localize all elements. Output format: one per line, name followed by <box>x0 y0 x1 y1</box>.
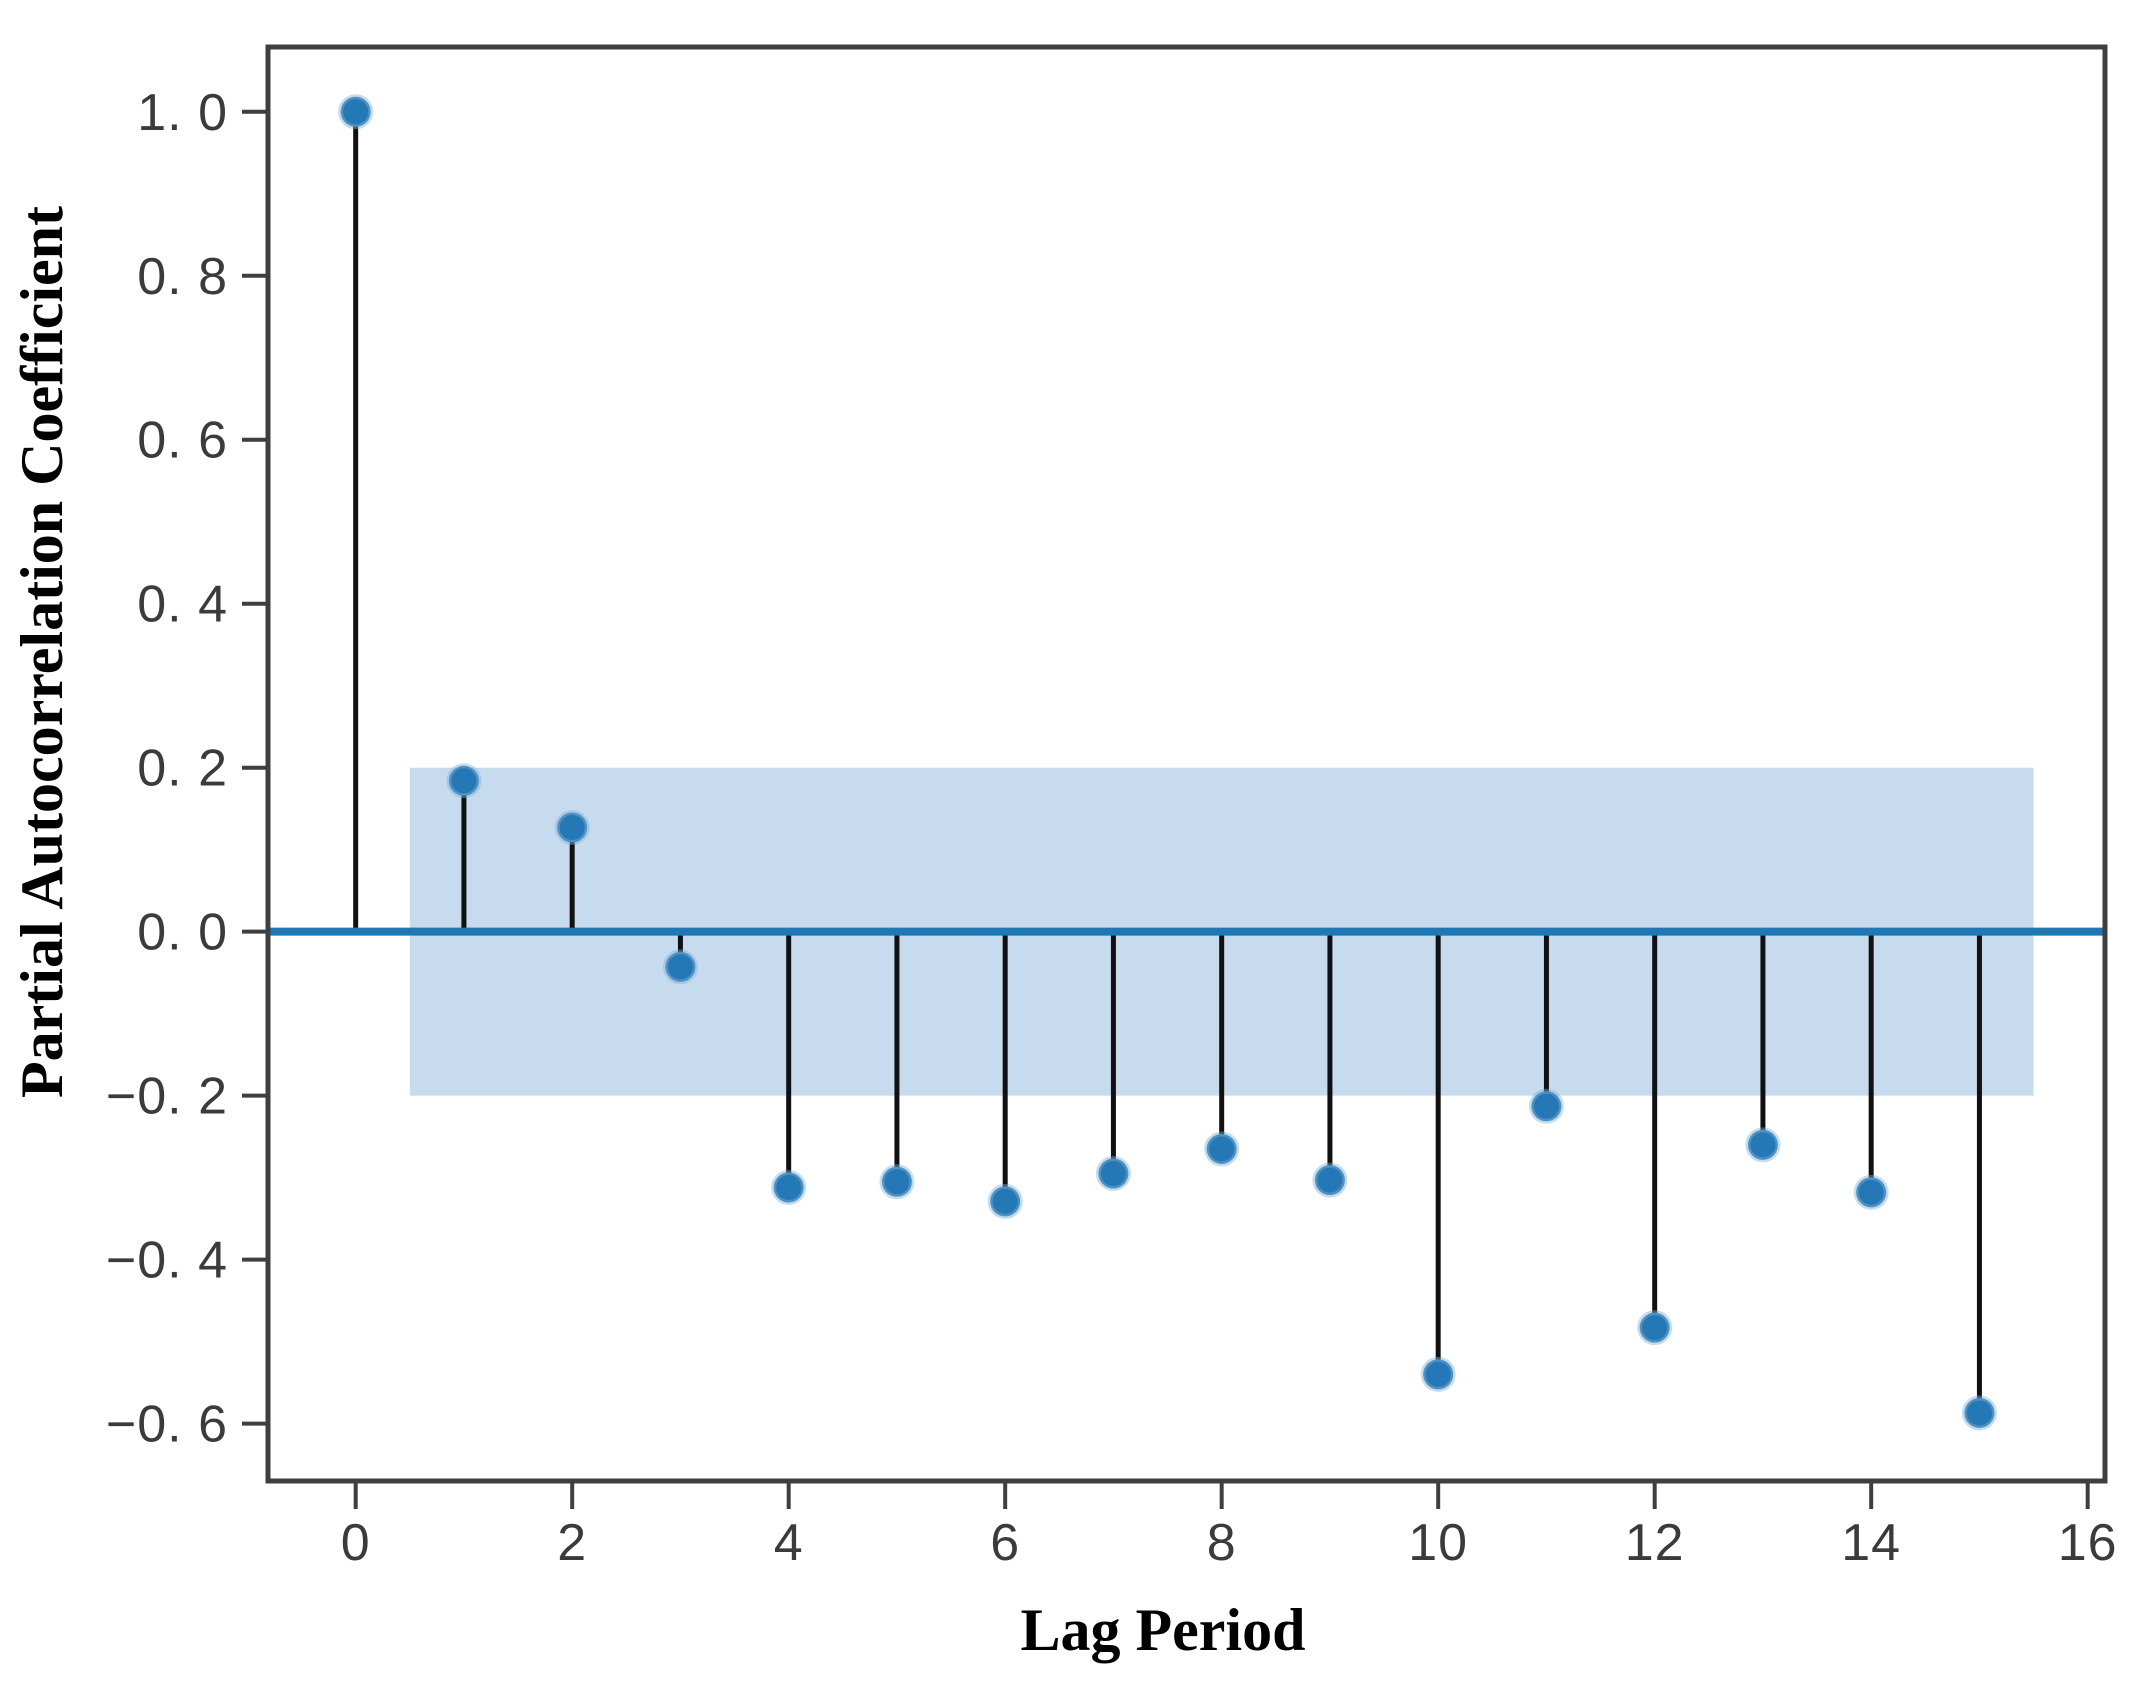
data-point-lag-0 <box>338 94 374 130</box>
data-point-lag-11 <box>1528 1088 1564 1124</box>
chart-plot-area: 0 2 4 6 8 10 12 14 16 1. 0 0. 8 0. 6 0. 4 0. 2 0. 0 −0.… <box>106 44 2118 1572</box>
data-point-lag-7 <box>1095 1156 1131 1192</box>
x-tick-label: 6 <box>990 1514 1020 1572</box>
data-point-lag-1 <box>446 763 482 799</box>
plot-border <box>265 44 2108 1484</box>
data-point-lag-12 <box>1637 1310 1673 1346</box>
data-point-lag-5 <box>879 1164 915 1200</box>
x-tick-label: 16 <box>2058 1514 2118 1572</box>
data-point-lag-2 <box>554 810 590 846</box>
y-tick-label: 0. 8 <box>137 248 228 306</box>
data-point-lag-4 <box>771 1169 807 1205</box>
x-tick-label: 0 <box>341 1514 371 1572</box>
x-tick-label: 8 <box>1207 1514 1237 1572</box>
x-tick-label: 10 <box>1408 1514 1468 1572</box>
x-tick-label: 4 <box>774 1514 804 1572</box>
data-point-lag-15 <box>1961 1395 1997 1431</box>
y-tick-label: 0. 4 <box>137 576 228 634</box>
data-point-lag-6 <box>987 1183 1023 1219</box>
y-tick-label: 0. 6 <box>137 412 228 470</box>
y-tick-label: −0. 2 <box>106 1068 228 1126</box>
y-tick-label: 0. 2 <box>137 740 228 798</box>
data-point-lag-13 <box>1745 1127 1781 1163</box>
y-tick-label: 0. 0 <box>137 904 228 962</box>
data-point-lag-10 <box>1420 1356 1456 1392</box>
x-tick-label: 2 <box>557 1514 587 1572</box>
x-tick-label: 12 <box>1625 1514 1685 1572</box>
data-point-lag-14 <box>1853 1174 1889 1210</box>
x-tick-label: 14 <box>1841 1514 1901 1572</box>
data-point-lag-9 <box>1312 1162 1348 1198</box>
data-point-lag-8 <box>1204 1131 1240 1167</box>
data-point-lag-3 <box>662 949 698 985</box>
y-axis-title: Partial Autocorrelation Coefficient <box>9 206 75 1098</box>
y-tick-label: −0. 6 <box>106 1396 228 1454</box>
x-axis-title: Lag Period <box>1021 1597 1306 1663</box>
y-tick-label: 1. 0 <box>137 84 228 142</box>
y-tick-label: −0. 4 <box>106 1232 228 1290</box>
